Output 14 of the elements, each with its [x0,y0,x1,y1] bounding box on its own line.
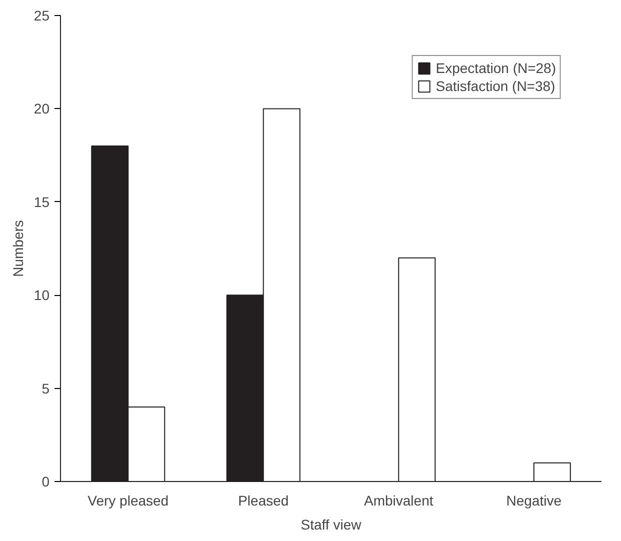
y-tick-label: 10 [34,287,50,304]
x-tick-label: Very pleased [88,492,169,508]
x-axis-title: Staff view [300,516,362,532]
y-tick-label: 25 [34,8,50,24]
x-tick-label: Ambivalent [364,492,434,508]
y-axis-title: Numbers [10,220,26,277]
legend-label: Satisfaction (N=38) [436,78,556,94]
legend-label: Expectation (N=28) [436,60,556,76]
y-tick-label: 15 [34,194,50,210]
y-tick-label: 0 [42,474,50,490]
y-tick-label: 20 [34,100,50,117]
y-tick-label: 5 [42,380,50,396]
x-tick-label: Negative [506,492,562,508]
x-tick-label: Pleased [238,492,289,508]
